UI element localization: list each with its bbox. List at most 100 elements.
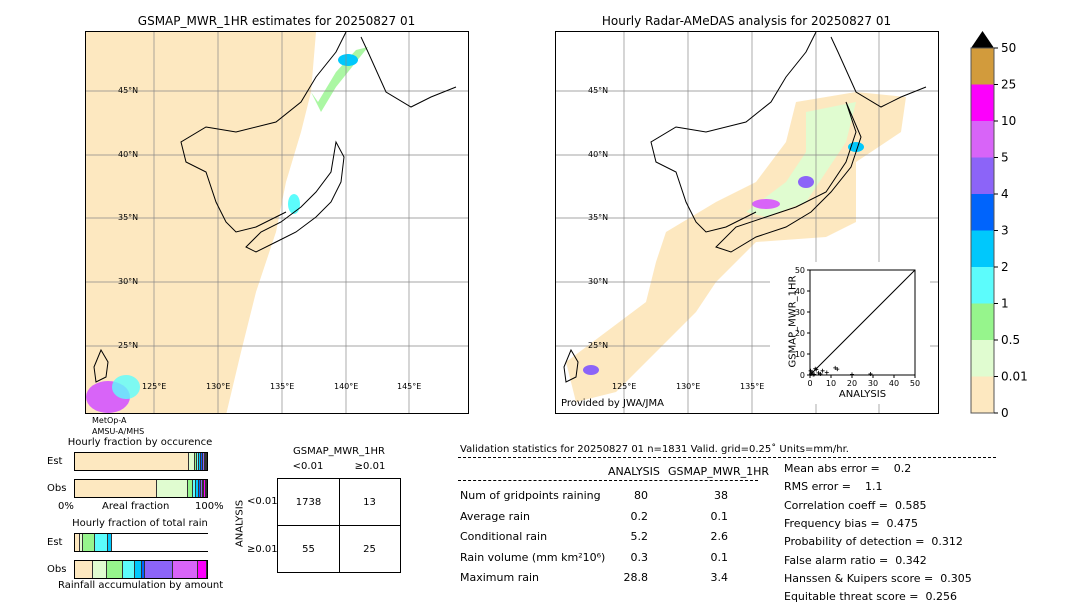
cell-miss: 55 bbox=[302, 544, 315, 555]
scatter-point bbox=[811, 372, 816, 377]
lon-label: 125°E bbox=[142, 382, 167, 391]
lon-label: 130°E bbox=[206, 382, 231, 391]
score: Frequency bias = 0.475 bbox=[784, 516, 919, 530]
bar-segment bbox=[204, 453, 206, 470]
colorbar-label: 0.01 bbox=[1001, 370, 1028, 384]
data-credit: Provided by JWA/JMA bbox=[561, 398, 664, 409]
left-map-title: GSMAP_MWR_1HR estimates for 20250827 01 bbox=[137, 14, 416, 28]
col-label: ≥0.01 bbox=[354, 461, 386, 472]
x-tick-label: 40 bbox=[889, 379, 899, 388]
bar-segment bbox=[194, 453, 198, 470]
colorbar-swatch bbox=[971, 121, 994, 158]
x-tick-label: 20 bbox=[847, 379, 857, 388]
coastline bbox=[93, 32, 457, 383]
y-tick-label: 50 bbox=[795, 266, 805, 275]
colorbar-label: 5 bbox=[1001, 151, 1009, 165]
stat-label: Maximum rain bbox=[460, 571, 539, 584]
occurrence-xlabel: Areal fraction bbox=[102, 501, 170, 512]
est-label: Est bbox=[47, 456, 63, 467]
occurrence-title: Hourly fraction by occurence bbox=[67, 437, 213, 448]
bar-segment bbox=[157, 480, 189, 497]
colorbar-label: 50 bbox=[1001, 41, 1016, 55]
bar-segment bbox=[199, 453, 202, 470]
colorbar-swatch bbox=[971, 157, 994, 194]
bar-segment bbox=[205, 480, 207, 497]
left-map-canvas bbox=[86, 32, 468, 413]
lon-label: 125°E bbox=[612, 382, 637, 391]
cell-hit-none: 1738 bbox=[295, 497, 322, 508]
satellite-name: MetOp-A bbox=[92, 416, 127, 425]
divider bbox=[458, 480, 758, 481]
xtick-0: 0% bbox=[58, 501, 74, 512]
rain-area bbox=[583, 365, 599, 375]
cell-hit: 25 bbox=[363, 544, 376, 555]
bar-segment bbox=[79, 534, 83, 551]
contingency-title: GSMAP_MWR_1HR bbox=[293, 446, 385, 457]
sensor-name: AMSU-A/MHS bbox=[92, 427, 145, 436]
rain-area bbox=[752, 199, 780, 209]
bar-segment bbox=[188, 453, 195, 470]
colorbar-label: 3 bbox=[1001, 224, 1009, 238]
stat-gsmap: 0.1 bbox=[710, 509, 729, 523]
colorbar-swatch bbox=[971, 303, 994, 340]
stat-analysis: 5.2 bbox=[630, 530, 649, 543]
occurrence-est-bar bbox=[74, 452, 208, 471]
right-map-title: Hourly Radar-AMeDAS analysis for 2025082… bbox=[601, 14, 892, 28]
x-tick-label: 0 bbox=[807, 379, 812, 388]
obs-label: Obs bbox=[47, 483, 67, 494]
lat-label: 35°N bbox=[118, 213, 139, 222]
colorbar-swatch bbox=[971, 230, 994, 267]
bar-segment bbox=[198, 561, 207, 578]
scatter-point bbox=[868, 371, 873, 376]
lat-label: 45°N bbox=[118, 86, 139, 95]
rain-free-area bbox=[86, 32, 316, 413]
scatter-point bbox=[833, 365, 838, 370]
rain-obs-bar bbox=[74, 560, 208, 579]
rain-area bbox=[112, 375, 140, 399]
bar-segment bbox=[94, 534, 108, 551]
contingency-table: 1738 13 55 25 bbox=[277, 478, 401, 573]
score: Equitable threat score = 0.256 bbox=[784, 590, 957, 604]
rain-area bbox=[288, 194, 300, 214]
bar-segment bbox=[144, 561, 174, 578]
scatter-ylabel: GSMAP_MWR_1HR bbox=[787, 275, 799, 368]
scatter-point bbox=[809, 371, 814, 376]
stat-label: Num of gridpoints raining bbox=[460, 489, 601, 502]
bar-segment bbox=[200, 480, 203, 497]
bar-segment bbox=[75, 561, 93, 578]
lat-label: 30°N bbox=[118, 277, 139, 286]
rain-area bbox=[798, 176, 814, 188]
colorbar-swatch bbox=[971, 194, 994, 231]
xtick-100: 100% bbox=[195, 501, 224, 512]
row-label: ≥0.01 bbox=[247, 544, 278, 555]
y-tick-label: 10 bbox=[795, 350, 805, 359]
bar-segment bbox=[196, 480, 199, 497]
lat-label: 25°N bbox=[118, 341, 139, 350]
score: Mean abs error = 0.2 bbox=[784, 462, 912, 475]
colorbar-label: 2 bbox=[1001, 260, 1009, 274]
stat-gsmap: 3.4 bbox=[710, 571, 729, 584]
divider bbox=[458, 457, 996, 458]
stat-analysis: 0.3 bbox=[630, 550, 649, 564]
colorbar-label: 4 bbox=[1001, 187, 1009, 201]
x-tick-label: 30 bbox=[868, 379, 878, 388]
lat-label: 45°N bbox=[588, 86, 609, 95]
x-tick-label: 50 bbox=[910, 379, 920, 388]
no-data-area bbox=[226, 32, 468, 413]
stat-analysis: 0.2 bbox=[630, 509, 649, 523]
bar-segment bbox=[205, 453, 207, 470]
stat-analysis: 28.8 bbox=[623, 571, 649, 584]
lat-label: 40°N bbox=[118, 150, 139, 159]
score: Probability of detection = 0.312 bbox=[784, 535, 963, 549]
lon-label: 130°E bbox=[676, 382, 701, 391]
colorbar-swatch bbox=[971, 376, 994, 413]
rain-area bbox=[338, 54, 358, 66]
score: RMS error = 1.1 bbox=[784, 480, 883, 494]
colorbar-swatch bbox=[971, 84, 994, 121]
est-label: Est bbox=[47, 537, 63, 548]
colorbar-label: 0 bbox=[1001, 406, 1009, 420]
bar-segment bbox=[75, 453, 189, 470]
colorbar-swatch bbox=[971, 340, 994, 377]
colorbar-extend-triangle bbox=[971, 31, 994, 48]
rain-fraction-xlabel: Rainfall accumulation by amount bbox=[58, 580, 224, 591]
